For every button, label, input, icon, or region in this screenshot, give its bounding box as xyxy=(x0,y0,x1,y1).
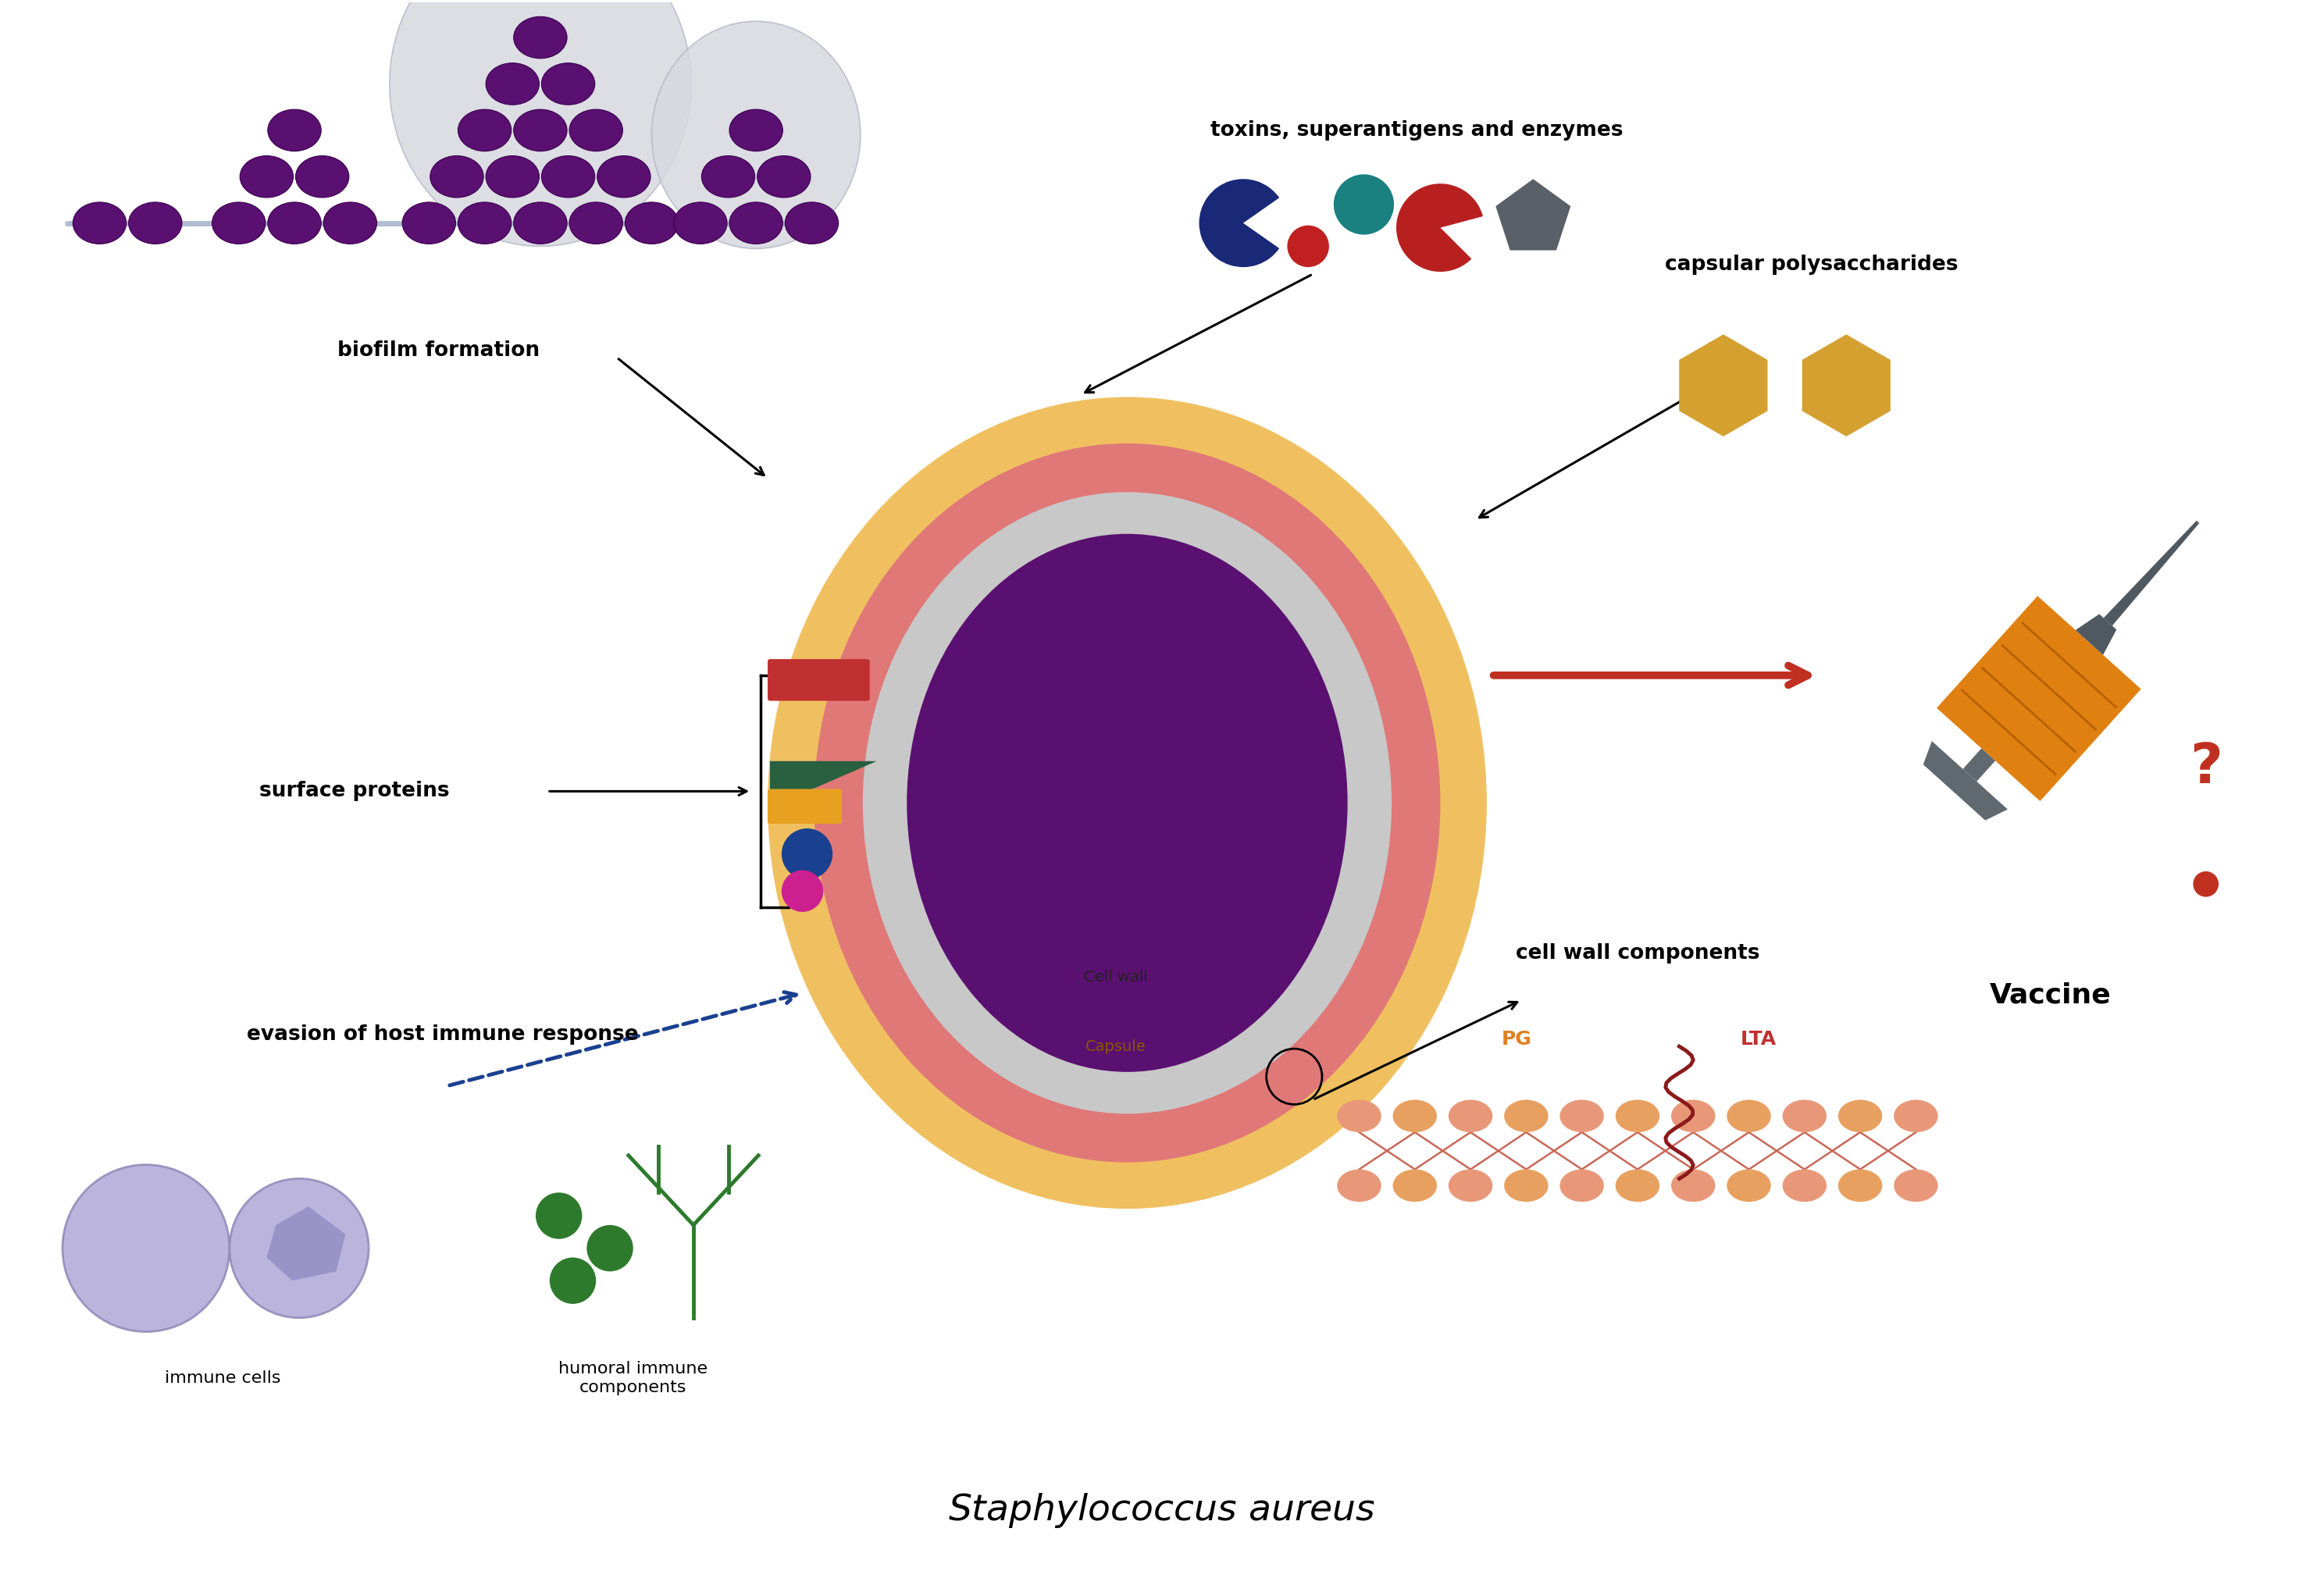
Ellipse shape xyxy=(758,156,811,198)
Polygon shape xyxy=(2075,614,2117,655)
Ellipse shape xyxy=(430,156,483,198)
FancyBboxPatch shape xyxy=(767,660,869,701)
Ellipse shape xyxy=(1727,1100,1771,1133)
Polygon shape xyxy=(1801,335,1889,437)
Polygon shape xyxy=(2103,520,2199,625)
Ellipse shape xyxy=(730,203,783,244)
Ellipse shape xyxy=(458,203,511,244)
Polygon shape xyxy=(1497,179,1571,250)
Text: capsular polysaccharides: capsular polysaccharides xyxy=(1664,255,1959,275)
Ellipse shape xyxy=(295,156,349,198)
FancyBboxPatch shape xyxy=(767,789,841,823)
Circle shape xyxy=(781,828,832,880)
Ellipse shape xyxy=(569,110,623,151)
Text: Vaccine: Vaccine xyxy=(1989,982,2110,1009)
Ellipse shape xyxy=(541,156,595,198)
Wedge shape xyxy=(1397,184,1483,272)
Ellipse shape xyxy=(862,492,1392,1114)
Ellipse shape xyxy=(72,203,125,244)
Text: cell wall components: cell wall components xyxy=(1515,944,1759,963)
Circle shape xyxy=(537,1192,581,1240)
Ellipse shape xyxy=(1559,1100,1604,1133)
Ellipse shape xyxy=(1615,1169,1659,1202)
Ellipse shape xyxy=(323,203,376,244)
Ellipse shape xyxy=(1336,1169,1380,1202)
Ellipse shape xyxy=(1448,1169,1492,1202)
Ellipse shape xyxy=(1615,1100,1659,1133)
Ellipse shape xyxy=(674,203,727,244)
Text: LTA: LTA xyxy=(1741,1031,1776,1049)
Circle shape xyxy=(2194,872,2219,897)
Circle shape xyxy=(586,1225,632,1271)
Ellipse shape xyxy=(813,443,1441,1163)
Ellipse shape xyxy=(1671,1100,1715,1133)
Ellipse shape xyxy=(211,203,265,244)
Ellipse shape xyxy=(541,63,595,105)
Text: surface proteins: surface proteins xyxy=(260,781,451,801)
Ellipse shape xyxy=(128,203,181,244)
Ellipse shape xyxy=(625,203,679,244)
Polygon shape xyxy=(1936,595,2140,801)
Text: PG: PG xyxy=(1501,1031,1532,1049)
Ellipse shape xyxy=(514,17,567,58)
Ellipse shape xyxy=(767,397,1487,1208)
Ellipse shape xyxy=(651,22,860,248)
Ellipse shape xyxy=(267,203,321,244)
Text: Cell wall: Cell wall xyxy=(1083,969,1148,985)
Ellipse shape xyxy=(786,203,839,244)
Ellipse shape xyxy=(1671,1169,1715,1202)
Ellipse shape xyxy=(239,156,293,198)
Text: biofilm formation: biofilm formation xyxy=(337,341,539,361)
Ellipse shape xyxy=(702,156,755,198)
Text: evasion of host immune response: evasion of host immune response xyxy=(246,1024,639,1045)
Text: humoral immune
components: humoral immune components xyxy=(558,1360,709,1395)
Ellipse shape xyxy=(1504,1169,1548,1202)
Ellipse shape xyxy=(1336,1100,1380,1133)
Ellipse shape xyxy=(402,203,456,244)
Circle shape xyxy=(1287,225,1329,267)
Ellipse shape xyxy=(1504,1100,1548,1133)
Ellipse shape xyxy=(597,156,651,198)
Polygon shape xyxy=(267,1207,346,1280)
Text: $\it{Staphylococcus\ aureus}$: $\it{Staphylococcus\ aureus}$ xyxy=(948,1491,1376,1530)
Ellipse shape xyxy=(1559,1169,1604,1202)
Circle shape xyxy=(1334,174,1394,234)
Ellipse shape xyxy=(1838,1100,1882,1133)
Ellipse shape xyxy=(906,534,1348,1071)
Text: toxins, superantigens and enzymes: toxins, superantigens and enzymes xyxy=(1211,119,1624,140)
Ellipse shape xyxy=(390,0,690,247)
Ellipse shape xyxy=(458,110,511,151)
Ellipse shape xyxy=(514,110,567,151)
Ellipse shape xyxy=(1838,1169,1882,1202)
Ellipse shape xyxy=(1894,1169,1938,1202)
Ellipse shape xyxy=(486,63,539,105)
Ellipse shape xyxy=(1448,1100,1492,1133)
Text: immune cells: immune cells xyxy=(165,1370,281,1386)
Text: Capsule: Capsule xyxy=(1085,1038,1146,1054)
Ellipse shape xyxy=(267,110,321,151)
Polygon shape xyxy=(769,760,876,807)
Ellipse shape xyxy=(514,203,567,244)
Text: ?: ? xyxy=(2189,742,2222,795)
Ellipse shape xyxy=(230,1178,370,1318)
Polygon shape xyxy=(1680,335,1769,437)
Ellipse shape xyxy=(486,156,539,198)
Circle shape xyxy=(548,1257,595,1304)
Wedge shape xyxy=(1199,179,1278,267)
Ellipse shape xyxy=(1392,1169,1436,1202)
Ellipse shape xyxy=(1894,1100,1938,1133)
Ellipse shape xyxy=(63,1164,230,1332)
Ellipse shape xyxy=(1727,1169,1771,1202)
Ellipse shape xyxy=(1783,1100,1827,1133)
Polygon shape xyxy=(1924,742,2008,820)
Circle shape xyxy=(781,870,823,911)
Polygon shape xyxy=(1964,748,1996,781)
Ellipse shape xyxy=(1783,1169,1827,1202)
Ellipse shape xyxy=(1392,1100,1436,1133)
Ellipse shape xyxy=(569,203,623,244)
Ellipse shape xyxy=(730,110,783,151)
